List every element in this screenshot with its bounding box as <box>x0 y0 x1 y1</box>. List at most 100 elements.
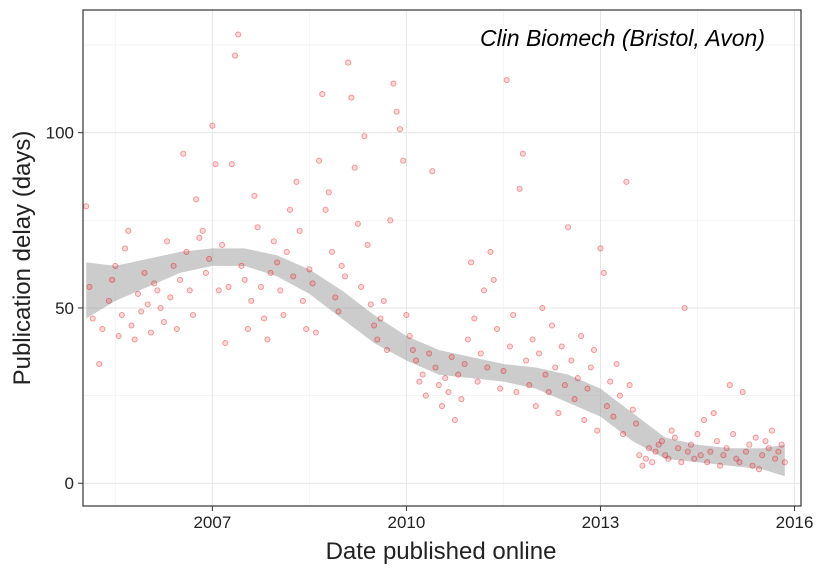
data-point <box>642 455 649 462</box>
x-axis-label: Date published online <box>326 538 557 565</box>
data-point <box>458 396 465 403</box>
data-point <box>506 343 513 350</box>
data-point <box>639 462 646 469</box>
data-point <box>235 31 242 38</box>
data-point <box>157 304 164 312</box>
data-point <box>568 357 575 364</box>
data-point <box>448 353 455 361</box>
data-point <box>658 438 665 445</box>
data-point <box>519 150 526 157</box>
data-point <box>730 431 737 438</box>
data-point <box>468 259 475 266</box>
data-point <box>561 382 568 389</box>
data-point <box>681 304 688 312</box>
data-point <box>442 375 449 382</box>
data-point <box>419 371 426 378</box>
data-point <box>358 283 365 290</box>
data-point <box>610 413 617 420</box>
data-point <box>261 315 268 322</box>
data-point <box>364 241 371 248</box>
data-point <box>332 294 339 301</box>
smooth-confidence-band <box>86 248 785 477</box>
data-point <box>629 406 636 413</box>
data-point <box>387 217 394 224</box>
data-point <box>590 346 598 354</box>
data-point <box>487 248 494 255</box>
data-point <box>429 168 436 175</box>
data-point <box>772 455 779 462</box>
data-point <box>652 448 659 455</box>
data-point <box>351 164 358 171</box>
data-point <box>193 196 200 203</box>
data-point <box>552 364 559 371</box>
data-point <box>697 452 704 459</box>
x-axis-ticks: 2007 2010 2013 2016 <box>193 506 813 532</box>
data-point <box>403 311 410 319</box>
data-point <box>354 220 361 227</box>
data-point <box>390 80 397 87</box>
data-point <box>736 459 743 466</box>
data-point <box>105 297 112 304</box>
data-point <box>691 455 698 462</box>
data-point <box>406 332 413 340</box>
data-point <box>765 445 772 452</box>
data-point <box>141 269 148 276</box>
data-point <box>348 94 355 101</box>
data-point <box>532 403 539 410</box>
data-point <box>474 378 481 385</box>
data-point <box>176 276 184 283</box>
data-point <box>186 287 193 294</box>
data-point <box>426 350 433 357</box>
data-point <box>180 150 187 157</box>
data-point <box>316 157 323 164</box>
data-point <box>717 462 724 469</box>
data-point <box>749 462 756 469</box>
data-point <box>296 227 303 234</box>
x-tick-label: 2010 <box>388 513 426 532</box>
data-point <box>755 466 763 473</box>
data-point <box>720 452 727 459</box>
data-point <box>267 269 274 276</box>
data-point <box>96 360 103 368</box>
data-point <box>510 311 517 319</box>
data-point <box>723 445 730 452</box>
data-point <box>270 238 277 245</box>
data-point <box>471 315 478 322</box>
data-point <box>513 389 520 396</box>
data-point <box>571 396 578 403</box>
data-point <box>671 434 678 441</box>
y-tick-label: 0 <box>65 474 74 493</box>
data-point <box>231 52 239 59</box>
data-point <box>461 360 468 368</box>
data-point <box>503 77 510 84</box>
y-axis-label: Publication delay (days) <box>9 131 36 386</box>
data-point <box>655 441 662 448</box>
data-point <box>199 227 206 234</box>
data-point <box>328 248 336 255</box>
data-point <box>694 431 701 438</box>
data-point <box>636 452 643 459</box>
data-point <box>645 445 653 452</box>
data-point <box>121 245 129 252</box>
data-point <box>222 339 229 347</box>
data-point <box>377 315 384 322</box>
smooth-band-layer <box>86 248 785 477</box>
data-point <box>99 325 106 333</box>
data-point <box>228 161 235 168</box>
data-point <box>147 329 154 336</box>
data-point <box>303 325 310 333</box>
data-point <box>131 336 138 343</box>
data-point <box>555 410 562 417</box>
data-point <box>319 91 326 98</box>
data-point <box>274 259 281 266</box>
data-point <box>684 448 691 455</box>
data-point <box>733 455 740 462</box>
data-point <box>371 322 378 329</box>
data-point <box>151 280 158 287</box>
y-tick-label: 100 <box>46 124 74 143</box>
data-point <box>254 224 261 231</box>
data-point <box>380 297 387 304</box>
data-point <box>707 448 714 455</box>
data-point <box>480 287 488 294</box>
data-point <box>581 417 588 424</box>
